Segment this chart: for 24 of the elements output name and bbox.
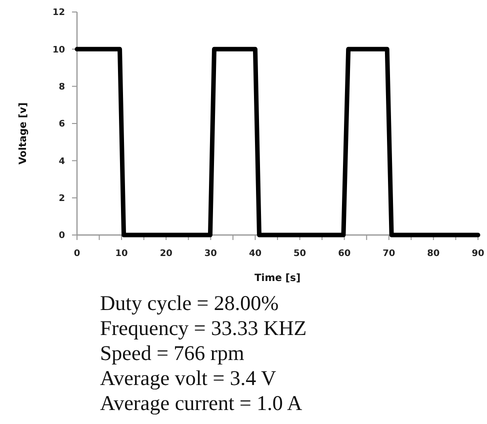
- text: Speed = 766 rpm: [100, 341, 244, 365]
- y-tick-label: 4: [58, 156, 65, 167]
- y-tick-label: 2: [58, 194, 65, 204]
- y-axis-title: Voltage [v]: [18, 102, 29, 165]
- x-tick-label: 80: [427, 249, 440, 259]
- text: Average current = 1.0 A: [100, 391, 303, 415]
- x-tick-label: 10: [115, 249, 128, 259]
- x-tick-label: 40: [248, 249, 262, 259]
- text: Frequency = 33.33 KHZ: [100, 316, 307, 340]
- x-tick-label: 50: [294, 249, 306, 259]
- y-tick-label: 12: [52, 8, 65, 18]
- x-tick-label: 70: [382, 249, 396, 259]
- y-tick-label: 8: [58, 82, 65, 92]
- text: Duty cycle = 28.00%: [100, 291, 279, 315]
- y-tick-label: 0: [58, 231, 65, 242]
- x-tick-label: 90: [472, 249, 484, 259]
- y-tick-label: 6: [58, 120, 65, 130]
- x-tick-label: 60: [338, 249, 351, 259]
- x-tick-label: 0: [74, 249, 80, 259]
- text: Average volt = 3.4 V: [100, 366, 276, 390]
- x-axis-title: Time [s]: [254, 273, 301, 284]
- x-tick-label: 30: [204, 249, 217, 259]
- y-tick-label: 10: [52, 45, 65, 56]
- x-tick-label: 20: [160, 249, 172, 259]
